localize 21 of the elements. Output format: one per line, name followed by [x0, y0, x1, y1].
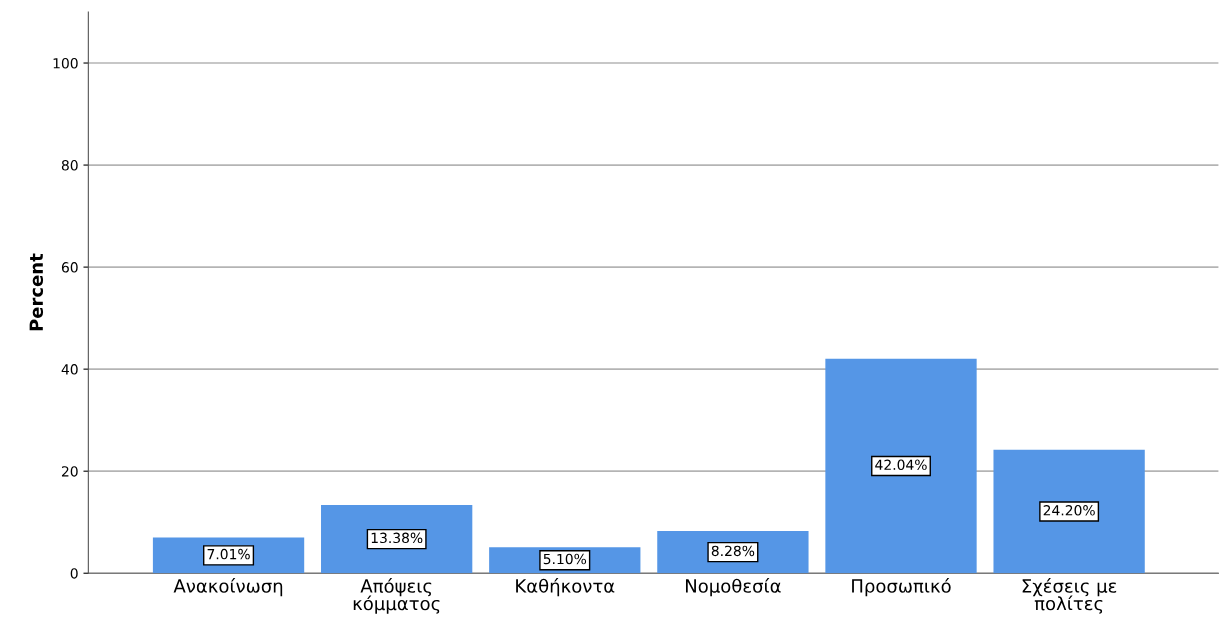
x-tick-label: Νομοθεσία — [685, 578, 781, 597]
y-tick-label: 60 — [61, 262, 78, 273]
data-label: 5.10% — [543, 553, 587, 565]
x-tick-label: Απόψεις κόμματος — [353, 578, 440, 614]
y-tick-label: 20 — [61, 466, 78, 477]
bar — [825, 358, 977, 574]
x-tick-label: Καθήκοντα — [516, 578, 615, 597]
bar — [993, 449, 1145, 574]
y-axis-title: Percent — [29, 253, 44, 331]
x-tick-label: Ανακοίνωση — [173, 578, 283, 597]
y-tick-label: 100 — [53, 58, 78, 69]
x-tick-label: Προσωπικό — [852, 578, 951, 597]
y-tick-label: 40 — [61, 364, 78, 375]
data-label: 24.20% — [1043, 505, 1095, 516]
data-label: 7.01% — [207, 548, 250, 560]
y-tick-label: 0 — [70, 568, 78, 579]
data-label: 13.38% — [371, 532, 423, 544]
x-tick-label: Σχέσεις με πολίτες — [1022, 578, 1117, 614]
data-label: 42.04% — [875, 459, 927, 471]
y-tick-label: 80 — [61, 160, 78, 171]
data-label: 8.28% — [711, 545, 755, 557]
